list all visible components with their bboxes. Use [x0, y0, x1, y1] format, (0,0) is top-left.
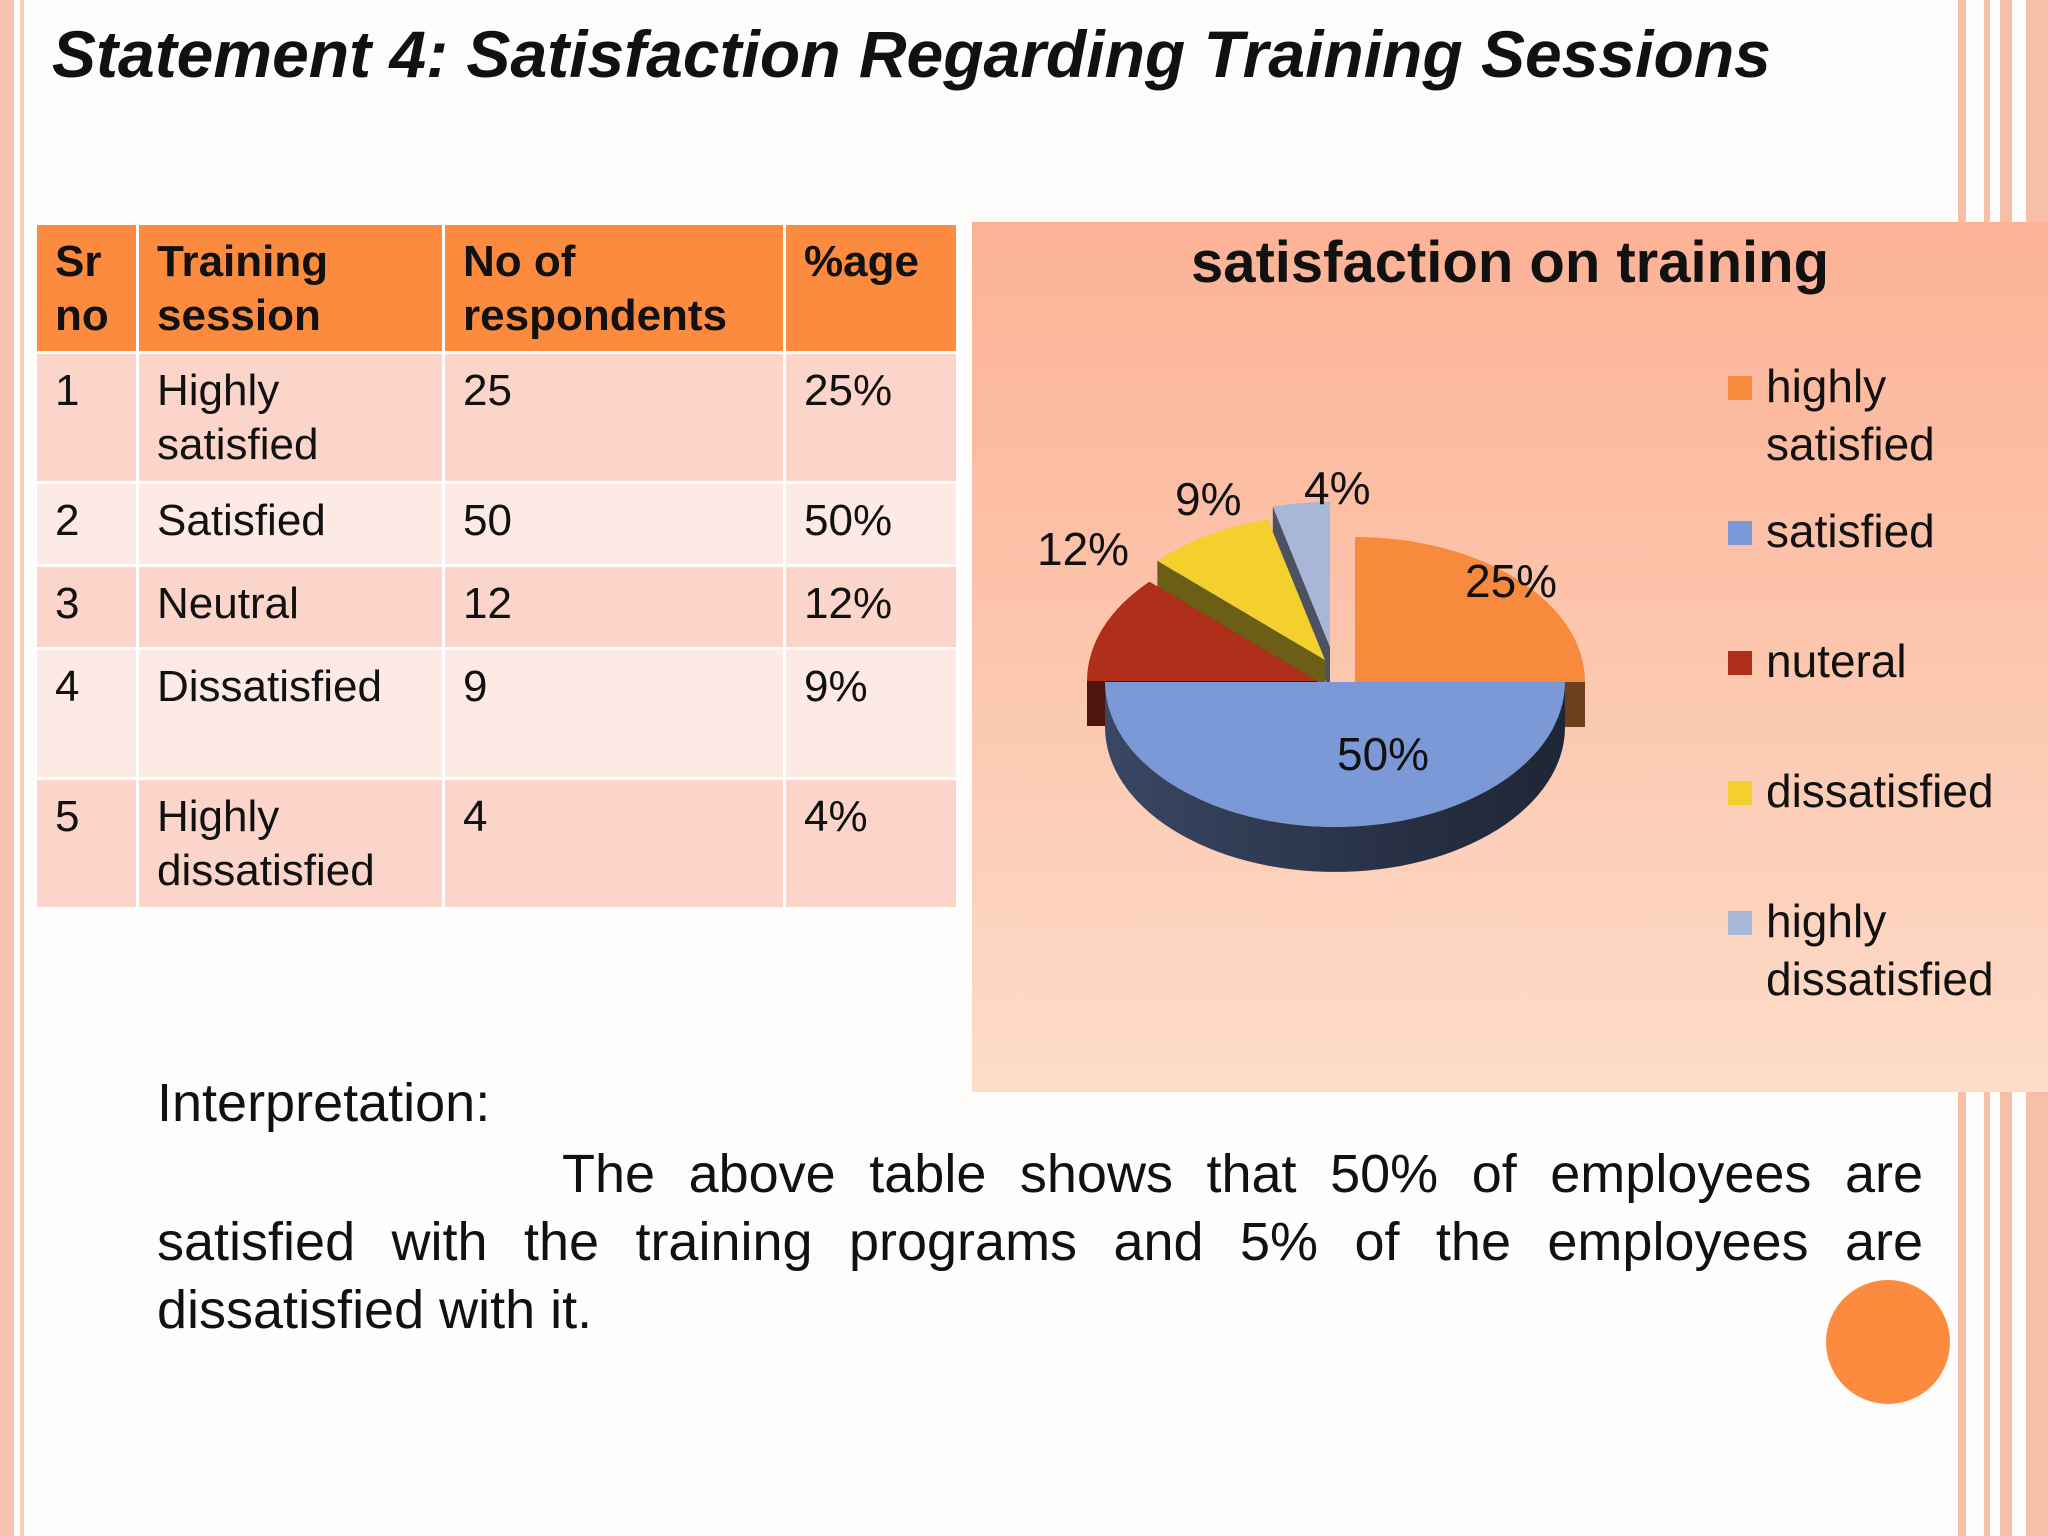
legend-label: nuteral: [1766, 635, 1907, 687]
legend-swatch: [1728, 781, 1752, 805]
legend-label: highly dissatisfied: [1766, 895, 1994, 1005]
pie-slice-side-shade: [1105, 682, 1565, 872]
legend-label: satisfied: [1766, 505, 1935, 557]
table-cell: 4%: [783, 777, 959, 910]
slide-title: Statement 4: Satisfaction Regarding Trai…: [52, 17, 1771, 91]
table-cell: Highly dissatisfied: [136, 777, 445, 910]
interpretation-heading: Interpretation:: [157, 1073, 491, 1133]
pie-slice: [1087, 581, 1317, 681]
table-cell: 50%: [783, 481, 959, 567]
table-cell: Neutral: [136, 564, 445, 650]
pie-chart-panel: satisfaction on training 25% 50% 12% 9% 4% h…: [972, 222, 2048, 1092]
header-respondents: No of respondents: [442, 222, 786, 354]
table-cell: 50: [442, 481, 786, 567]
table-cell: 12: [442, 564, 786, 650]
table-row: 3 Neutral 12 12%: [34, 564, 959, 650]
interpretation-text: The above table shows that 50% of employ…: [157, 1144, 1923, 1340]
pie-data-label: 4%: [1304, 462, 1370, 514]
table-cell: 9%: [783, 647, 959, 780]
decorative-circle: [1826, 1280, 1950, 1404]
table-cell: 1: [34, 351, 139, 484]
legend-swatch: [1728, 651, 1752, 675]
legend-swatch: [1728, 911, 1752, 935]
pie-slice: [1105, 682, 1565, 827]
pie-data-label: 9%: [1175, 473, 1241, 525]
pie-slice: [1157, 519, 1325, 660]
table-cell: 4: [442, 777, 786, 910]
satisfaction-table: Sr no Training session No of respondents…: [34, 222, 959, 910]
pie-chart: satisfaction on training 25% 50% 12% 9% 4% h…: [1037, 230, 1994, 1005]
table-cell: 4: [34, 647, 139, 780]
pie-slices: [1087, 502, 1585, 827]
table-row: 1 Highly satisfied 25 25%: [34, 351, 959, 484]
table-cell: Highly satisfied: [136, 351, 445, 484]
left-border-stripe: [0, 0, 14, 1536]
table-cell: 12%: [783, 564, 959, 650]
pie-slice: [1355, 537, 1585, 682]
table-row: 2 Satisfied 50 50%: [34, 481, 959, 567]
chart-legend: highly satisfied satisfied nuteral dissatisf…: [1728, 360, 1994, 1005]
pie-data-label: 25%: [1465, 555, 1557, 607]
table-cell: 25%: [783, 351, 959, 484]
chart-title: satisfaction on training: [1191, 230, 1829, 295]
table-row: 4 Dissatisfied 9 9%: [34, 647, 959, 780]
table-cell: 2: [34, 481, 139, 567]
legend-label: highly satisfied: [1766, 360, 1935, 470]
table-header-row: Sr no Training session No of respondents…: [34, 222, 959, 354]
left-border-line: [20, 0, 24, 1536]
pie-data-label: 50%: [1337, 728, 1429, 780]
header-training-session: Training session: [136, 222, 445, 354]
pie-data-label: 12%: [1037, 523, 1129, 575]
legend-swatch: [1728, 376, 1752, 400]
legend-label: dissatisfied: [1766, 765, 1994, 817]
header-percentage: %age: [783, 222, 959, 354]
header-sr-no: Sr no: [34, 222, 139, 354]
pie-slice: [1272, 502, 1330, 647]
table-cell: 5: [34, 777, 139, 910]
table-cell: 3: [34, 564, 139, 650]
legend-swatch: [1728, 521, 1752, 545]
table-cell: Satisfied: [136, 481, 445, 567]
table-row: 5 Highly dissatisfied 4 4%: [34, 777, 959, 910]
table-cell: 9: [442, 647, 786, 780]
pie-data-labels: 25% 50% 12% 9% 4%: [1037, 462, 1557, 780]
table-cell: Dissatisfied: [136, 647, 445, 780]
table-cell: 25: [442, 351, 786, 484]
